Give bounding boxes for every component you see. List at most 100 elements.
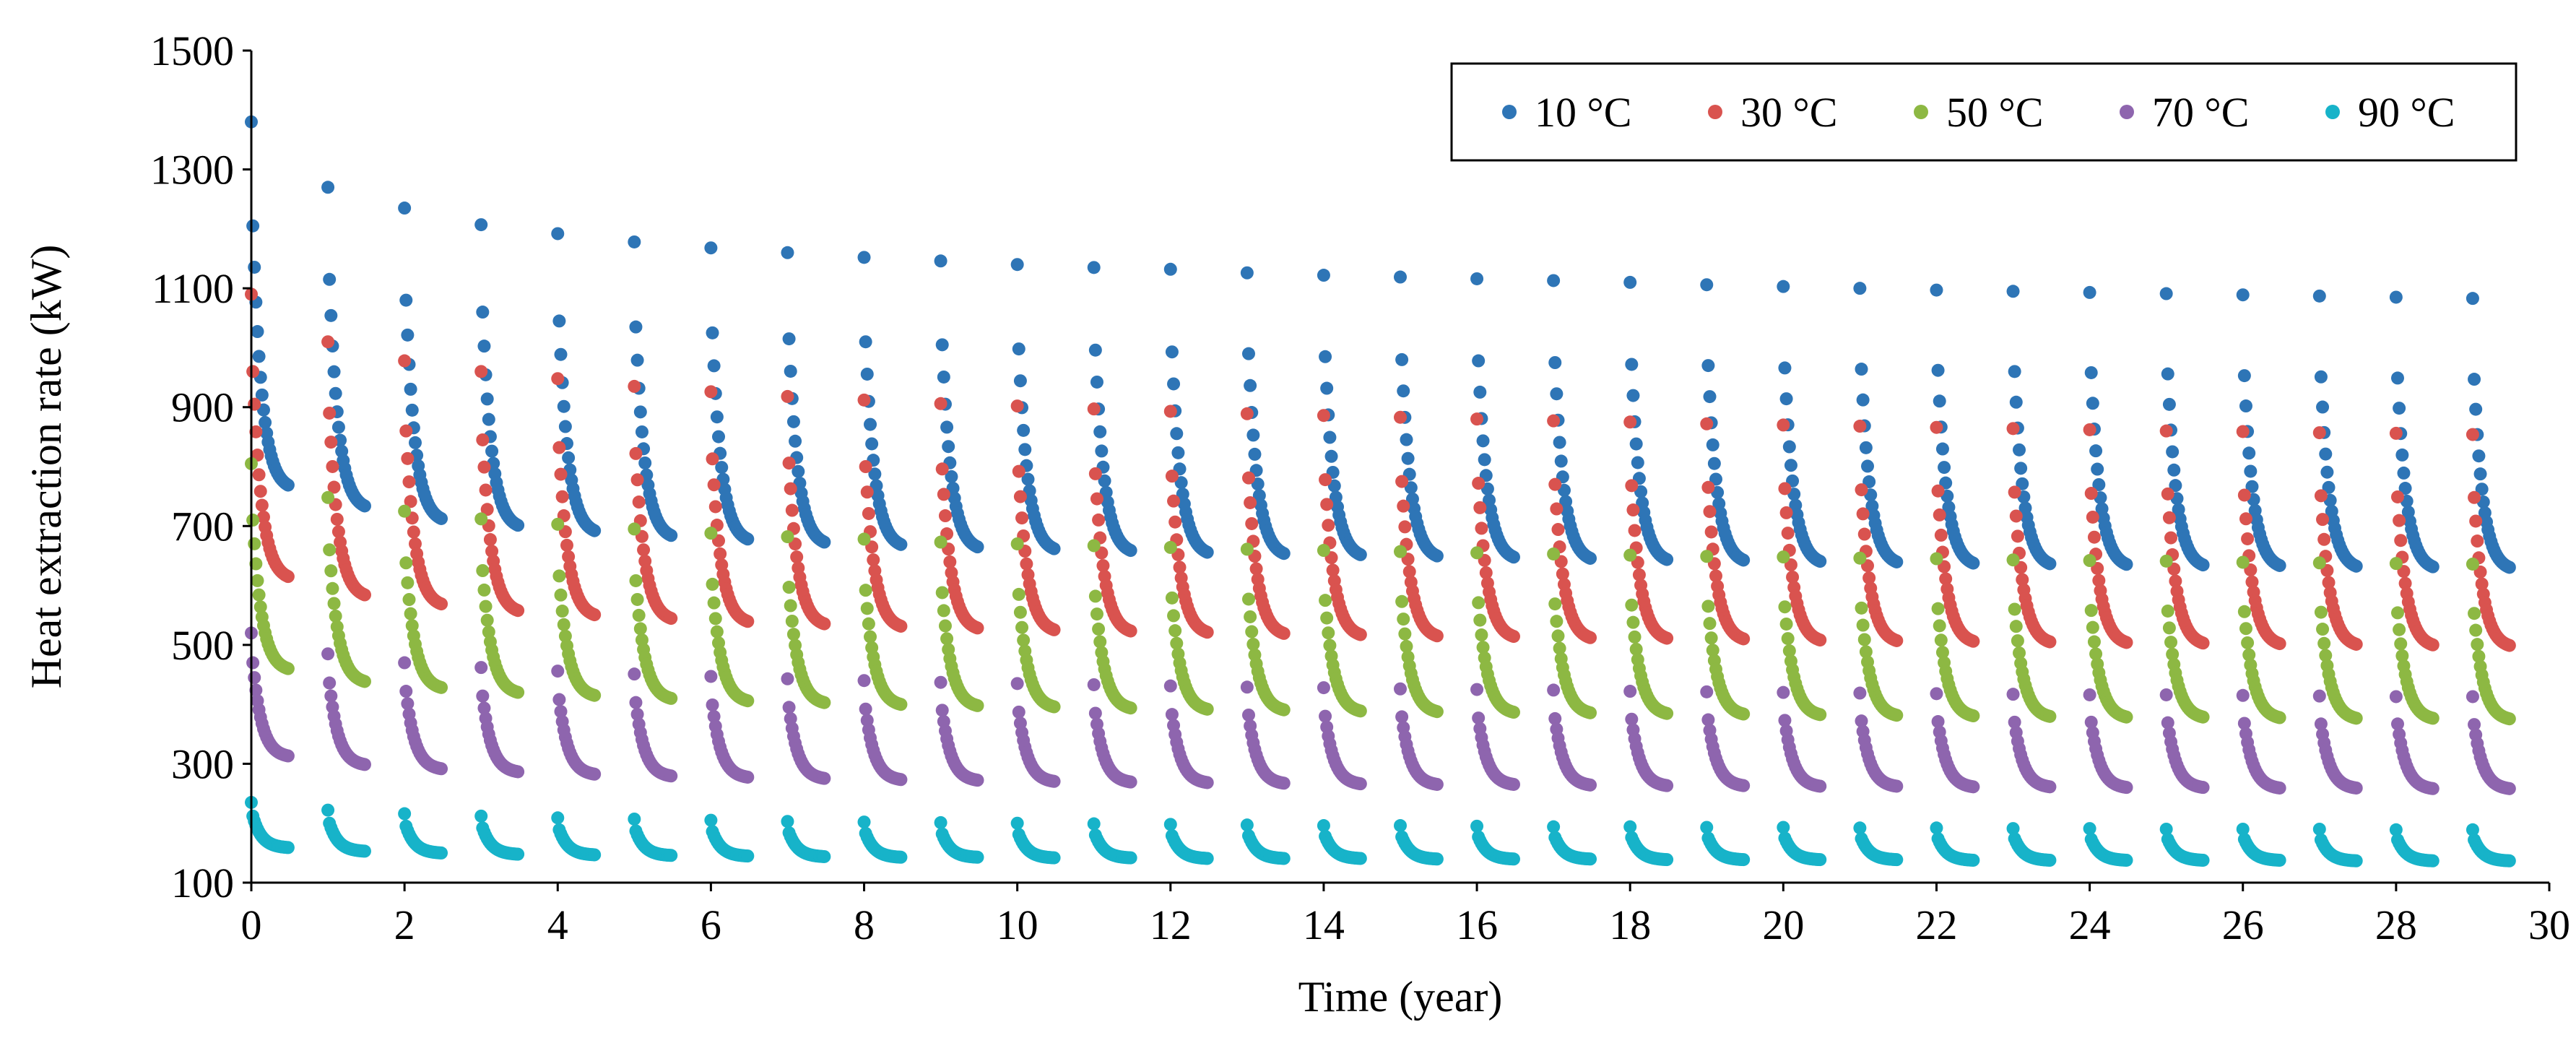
data-point: [741, 694, 755, 708]
x-tick-label: 2: [394, 901, 415, 948]
data-point: [630, 707, 644, 721]
data-point: [511, 604, 525, 618]
data-point: [1547, 414, 1561, 428]
series-3: [245, 456, 2516, 726]
data-point: [2466, 823, 2479, 836]
legend-marker: [2325, 105, 2340, 119]
data-point: [1709, 569, 1722, 583]
data-point: [1165, 591, 1179, 605]
data-point: [2164, 636, 2178, 649]
data-point: [1701, 359, 1715, 373]
data-point: [2120, 853, 2133, 867]
data-point: [1165, 708, 1179, 722]
data-point: [511, 685, 525, 699]
data-point: [1930, 420, 1943, 434]
data-point: [1476, 434, 1490, 448]
data-point: [1548, 711, 1562, 725]
data-point: [1173, 561, 1187, 574]
data-point: [664, 691, 678, 705]
data-point: [2349, 781, 2363, 795]
data-point: [1777, 418, 1790, 432]
data-point: [1240, 407, 1254, 420]
data-point: [2161, 604, 2174, 618]
data-point: [1700, 278, 1714, 292]
x-tick-label: 30: [2528, 901, 2570, 948]
data-point: [1241, 347, 1255, 360]
data-point: [937, 370, 950, 384]
data-point: [1394, 410, 1407, 424]
data-point: [1625, 598, 1639, 612]
data-point: [1857, 527, 1871, 541]
data-point: [1777, 550, 1790, 564]
data-point: [1124, 701, 1137, 715]
data-point: [2196, 853, 2210, 867]
data-point: [476, 306, 490, 319]
data-point: [629, 320, 643, 334]
data-point: [1786, 570, 1800, 584]
data-point: [1327, 479, 1341, 493]
data-point: [2395, 448, 2409, 462]
data-point: [435, 597, 448, 611]
data-point: [1660, 706, 1674, 720]
data-point: [1626, 615, 1640, 629]
data-point: [1124, 851, 1137, 865]
data-point: [253, 485, 267, 498]
data-point: [249, 557, 263, 571]
data-point: [1174, 476, 1188, 490]
data-point: [2319, 649, 2333, 662]
data-point: [1400, 433, 1413, 446]
data-point: [707, 596, 721, 610]
data-point: [1701, 713, 1715, 727]
data-point: [1704, 631, 1718, 645]
data-point: [554, 705, 568, 719]
data-point: [2166, 647, 2180, 661]
data-point: [938, 509, 952, 523]
data-point: [789, 434, 802, 448]
data-point: [1200, 852, 1214, 865]
data-point: [399, 293, 413, 307]
data-point: [1047, 774, 1061, 788]
data-point: [253, 600, 267, 614]
data-point: [2395, 649, 2409, 662]
x-tick-label: 16: [1456, 901, 1498, 948]
data-point: [1090, 375, 1103, 389]
data-point: [1856, 618, 1870, 632]
data-point: [555, 605, 569, 618]
data-point: [2236, 288, 2250, 302]
data-point: [1088, 343, 1102, 357]
data-point: [2159, 287, 2173, 300]
data-point: [1430, 705, 1444, 719]
data-point: [1930, 821, 1943, 835]
data-point: [1933, 508, 1946, 522]
data-point: [1319, 709, 1332, 723]
data-point: [1856, 393, 1870, 407]
data-point: [401, 576, 415, 589]
data-point: [2393, 402, 2406, 415]
data-point: [480, 613, 494, 627]
data-point: [2083, 285, 2096, 299]
data-point: [1320, 381, 1334, 395]
data-point: [712, 430, 726, 443]
data-point: [323, 272, 337, 286]
data-point: [329, 386, 342, 400]
data-point: [2166, 445, 2180, 459]
data-point: [782, 701, 796, 714]
data-point: [2159, 688, 2173, 701]
data-point: [1319, 350, 1332, 363]
data-point: [630, 473, 644, 487]
data-point: [1013, 374, 1027, 388]
data-point: [2006, 285, 2020, 298]
data-point: [1966, 634, 1980, 648]
data-points: [245, 115, 2516, 867]
data-point: [942, 440, 955, 454]
data-point: [1966, 556, 1980, 570]
data-point: [894, 537, 908, 551]
data-point: [1551, 523, 1565, 537]
data-point: [2016, 573, 2029, 587]
data-point: [2167, 463, 2181, 477]
data-point: [781, 530, 794, 544]
data-point: [2089, 444, 2103, 458]
data-point: [474, 365, 488, 378]
data-point: [2237, 488, 2251, 502]
data-point: [2398, 576, 2412, 590]
